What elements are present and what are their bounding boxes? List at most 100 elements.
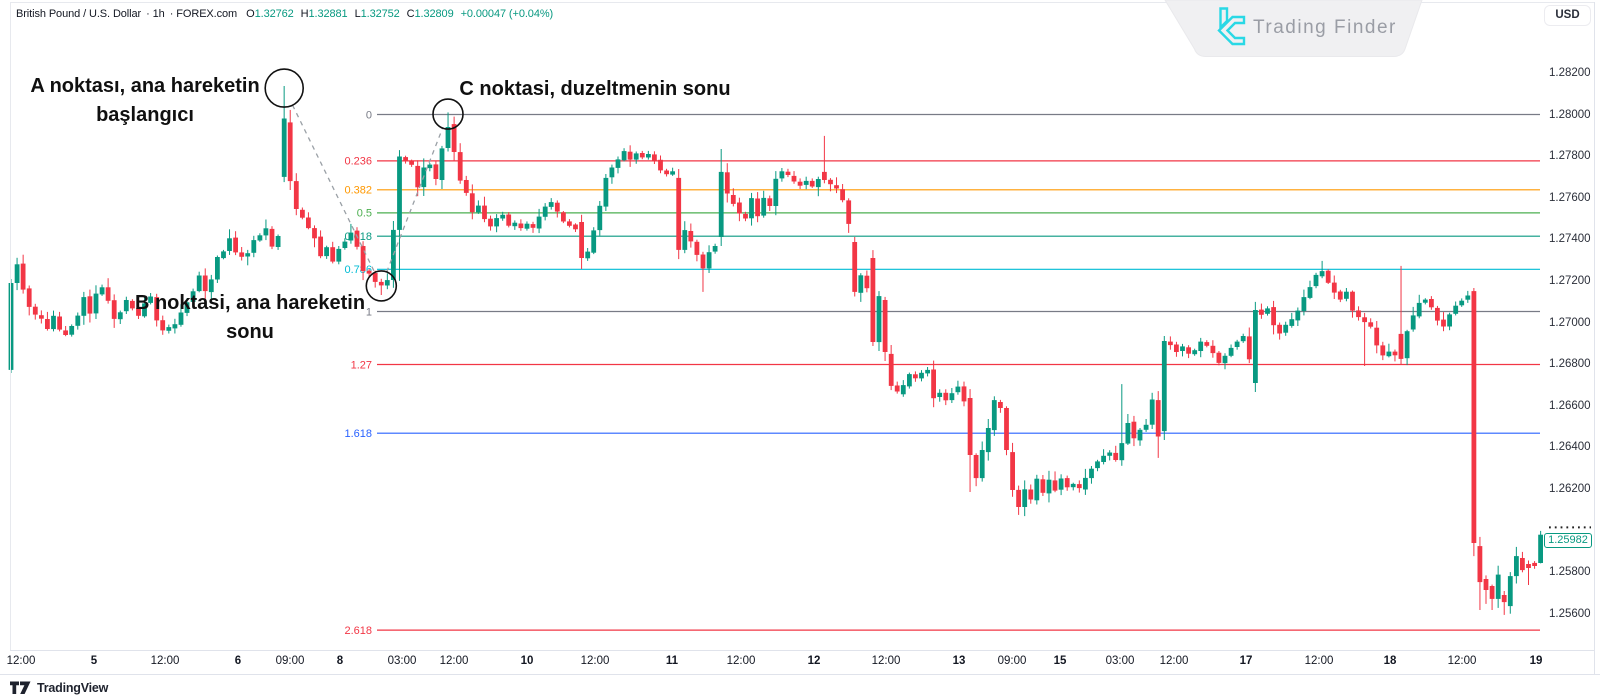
candle-body: [1010, 452, 1015, 490]
candle-body: [342, 241, 348, 248]
symbol-title[interactable]: British Pound / U.S. Dollar: [16, 8, 142, 20]
candle-body: [1016, 489, 1021, 507]
candle: [1532, 561, 1537, 569]
candle: [797, 178, 803, 189]
tradingview-attribution[interactable]: TradingView: [10, 680, 108, 696]
candle: [415, 160, 421, 197]
candle-body: [275, 236, 281, 247]
candle: [1295, 307, 1301, 326]
candle: [1016, 485, 1021, 515]
candle-body: [991, 400, 997, 431]
candle: [1028, 484, 1034, 504]
candle: [1313, 272, 1319, 289]
candle: [221, 249, 226, 260]
candle-body: [682, 230, 688, 250]
candle-body: [1416, 302, 1422, 317]
candle-body: [1137, 429, 1143, 441]
candle: [1410, 306, 1416, 332]
candle-body: [1034, 478, 1040, 501]
candle: [1489, 584, 1495, 610]
price-axis-label: 1.26400: [1549, 441, 1591, 454]
candle-body: [858, 275, 864, 293]
candle: [573, 223, 578, 232]
candle: [312, 225, 317, 248]
candle: [1046, 470, 1052, 503]
candle-body: [1028, 489, 1034, 500]
candle: [621, 148, 627, 162]
candle: [293, 173, 299, 216]
tradingview-brand-text: TradingView: [37, 681, 109, 695]
candle: [530, 221, 536, 233]
candle: [8, 279, 14, 373]
candle: [1277, 322, 1282, 340]
candle: [1344, 288, 1349, 302]
trading-finder-logo-icon: [1217, 7, 1246, 46]
candle-body: [888, 353, 894, 386]
symbol-legend[interactable]: British Pound / U.S. Dollar · 1h · FOREX.com…: [16, 8, 553, 20]
candle: [1222, 353, 1228, 370]
candle-body: [160, 320, 166, 331]
candle: [1526, 560, 1531, 585]
candle: [1180, 343, 1185, 357]
candle-body: [433, 164, 439, 179]
candle-body: [148, 296, 153, 303]
candle-body: [1168, 341, 1173, 346]
candle: [591, 227, 597, 255]
price-axis-label: 1.28200: [1549, 66, 1591, 79]
candle-body: [251, 240, 257, 253]
candle: [518, 219, 524, 231]
candle: [32, 303, 38, 320]
candle: [1022, 480, 1028, 517]
candle: [1095, 459, 1100, 472]
candle-body: [208, 279, 214, 293]
fib-label-1.27: 1.27: [351, 359, 372, 371]
candle: [894, 381, 900, 394]
candle: [1477, 536, 1483, 610]
candle-body: [828, 179, 833, 185]
candle: [506, 212, 512, 228]
price-axis-label: 1.27400: [1549, 233, 1591, 246]
close-value: 1.32809: [414, 8, 454, 20]
candle-body: [172, 324, 178, 329]
price-change: +0.00047 (+0.04%): [460, 8, 554, 20]
candle: [1076, 480, 1082, 493]
candle-body: [1246, 336, 1252, 360]
candle-body: [749, 198, 754, 219]
candle: [245, 249, 251, 266]
time-axis-label: 10: [520, 655, 534, 667]
candle: [409, 159, 414, 167]
candle-body: [1265, 308, 1270, 314]
candle: [1161, 336, 1167, 440]
price-axis-label: 1.26800: [1549, 358, 1591, 371]
candle: [646, 150, 651, 160]
time-axis-label: 12:00: [1304, 655, 1334, 667]
candle: [730, 188, 736, 207]
low-label: L: [354, 8, 361, 20]
candle-body: [609, 167, 615, 178]
candle: [1471, 288, 1477, 557]
candle-body: [445, 127, 451, 148]
candle: [360, 241, 366, 281]
candle: [148, 293, 153, 305]
frame-border-right: [1594, 2, 1595, 675]
symbol-exchange[interactable]: FOREX.com: [176, 8, 238, 20]
candle-body: [846, 200, 852, 224]
candle: [63, 326, 68, 337]
candle-body: [1538, 534, 1543, 563]
candle-body: [1301, 297, 1307, 311]
candle-body: [1471, 291, 1477, 543]
symbol-interval[interactable]: 1h: [152, 8, 165, 20]
candle-body: [1429, 299, 1434, 308]
candle: [1174, 341, 1179, 357]
candle: [202, 268, 208, 300]
candle: [712, 243, 718, 254]
candle: [1131, 415, 1137, 447]
candle: [451, 116, 457, 162]
candle: [767, 195, 773, 211]
currency-button[interactable]: USD: [1544, 5, 1591, 26]
close-label: C: [406, 8, 415, 20]
candle: [700, 251, 706, 292]
